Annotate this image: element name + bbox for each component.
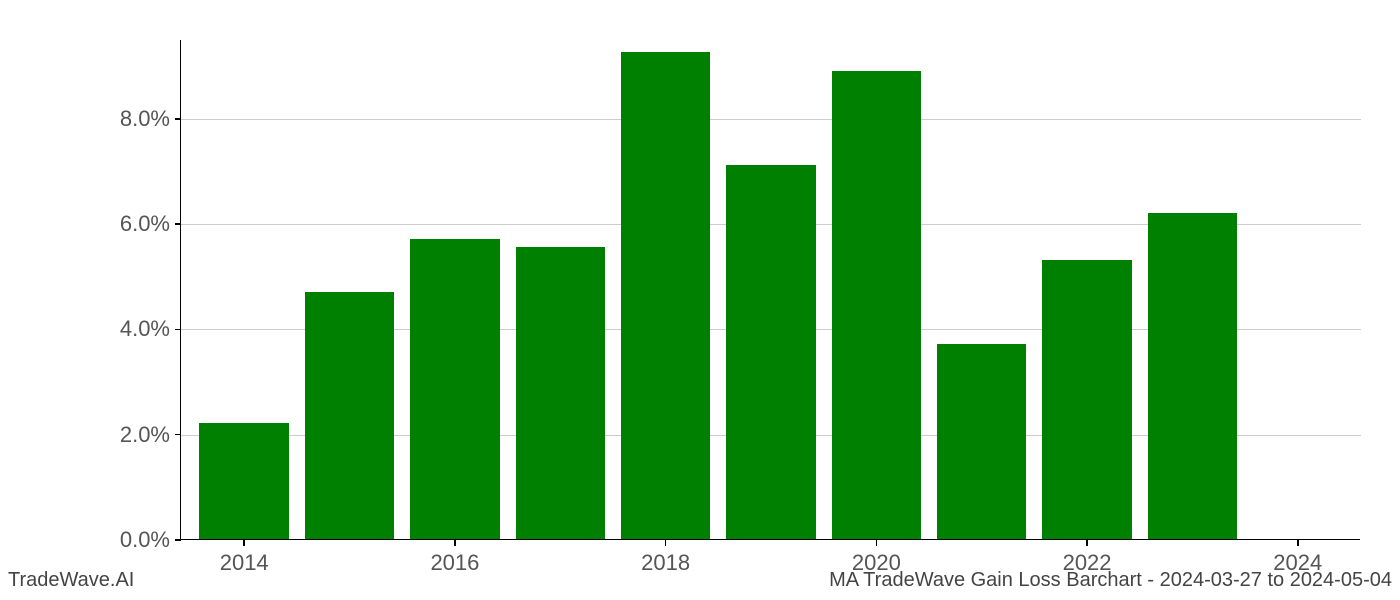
chart-container: 201420162018202020222024 bbox=[180, 40, 1360, 540]
ytick-label: 0.0% bbox=[70, 527, 170, 553]
bar-2021 bbox=[937, 344, 1027, 539]
bar-2020 bbox=[832, 71, 922, 539]
xtick-mark bbox=[876, 540, 878, 546]
xtick-mark bbox=[1297, 540, 1299, 546]
bar-2015 bbox=[305, 292, 395, 539]
bar-2016 bbox=[410, 239, 500, 539]
footer-left: TradeWave.AI bbox=[8, 569, 134, 592]
ytick-mark bbox=[175, 434, 181, 436]
xtick-mark bbox=[243, 540, 245, 546]
ytick-label: 8.0% bbox=[70, 106, 170, 132]
xtick-mark bbox=[1086, 540, 1088, 546]
bar-2023 bbox=[1148, 213, 1238, 539]
xtick-label: 2016 bbox=[430, 550, 479, 576]
ytick-mark bbox=[175, 118, 181, 120]
plot-area: 201420162018202020222024 bbox=[180, 40, 1360, 540]
bar-2022 bbox=[1042, 260, 1132, 539]
xtick-mark bbox=[665, 540, 667, 546]
ytick-mark bbox=[175, 329, 181, 331]
ytick-label: 2.0% bbox=[70, 422, 170, 448]
xtick-label: 2018 bbox=[641, 550, 690, 576]
bar-2018 bbox=[621, 52, 711, 539]
bar-2019 bbox=[726, 165, 816, 539]
bar-2014 bbox=[199, 423, 289, 539]
gridline bbox=[181, 119, 1361, 120]
ytick-mark bbox=[175, 539, 181, 541]
ytick-label: 6.0% bbox=[70, 211, 170, 237]
ytick-label: 4.0% bbox=[70, 316, 170, 342]
ytick-mark bbox=[175, 223, 181, 225]
footer-right: MA TradeWave Gain Loss Barchart - 2024-0… bbox=[829, 569, 1392, 592]
xtick-label: 2014 bbox=[220, 550, 269, 576]
bar-2017 bbox=[516, 247, 606, 539]
xtick-mark bbox=[454, 540, 456, 546]
